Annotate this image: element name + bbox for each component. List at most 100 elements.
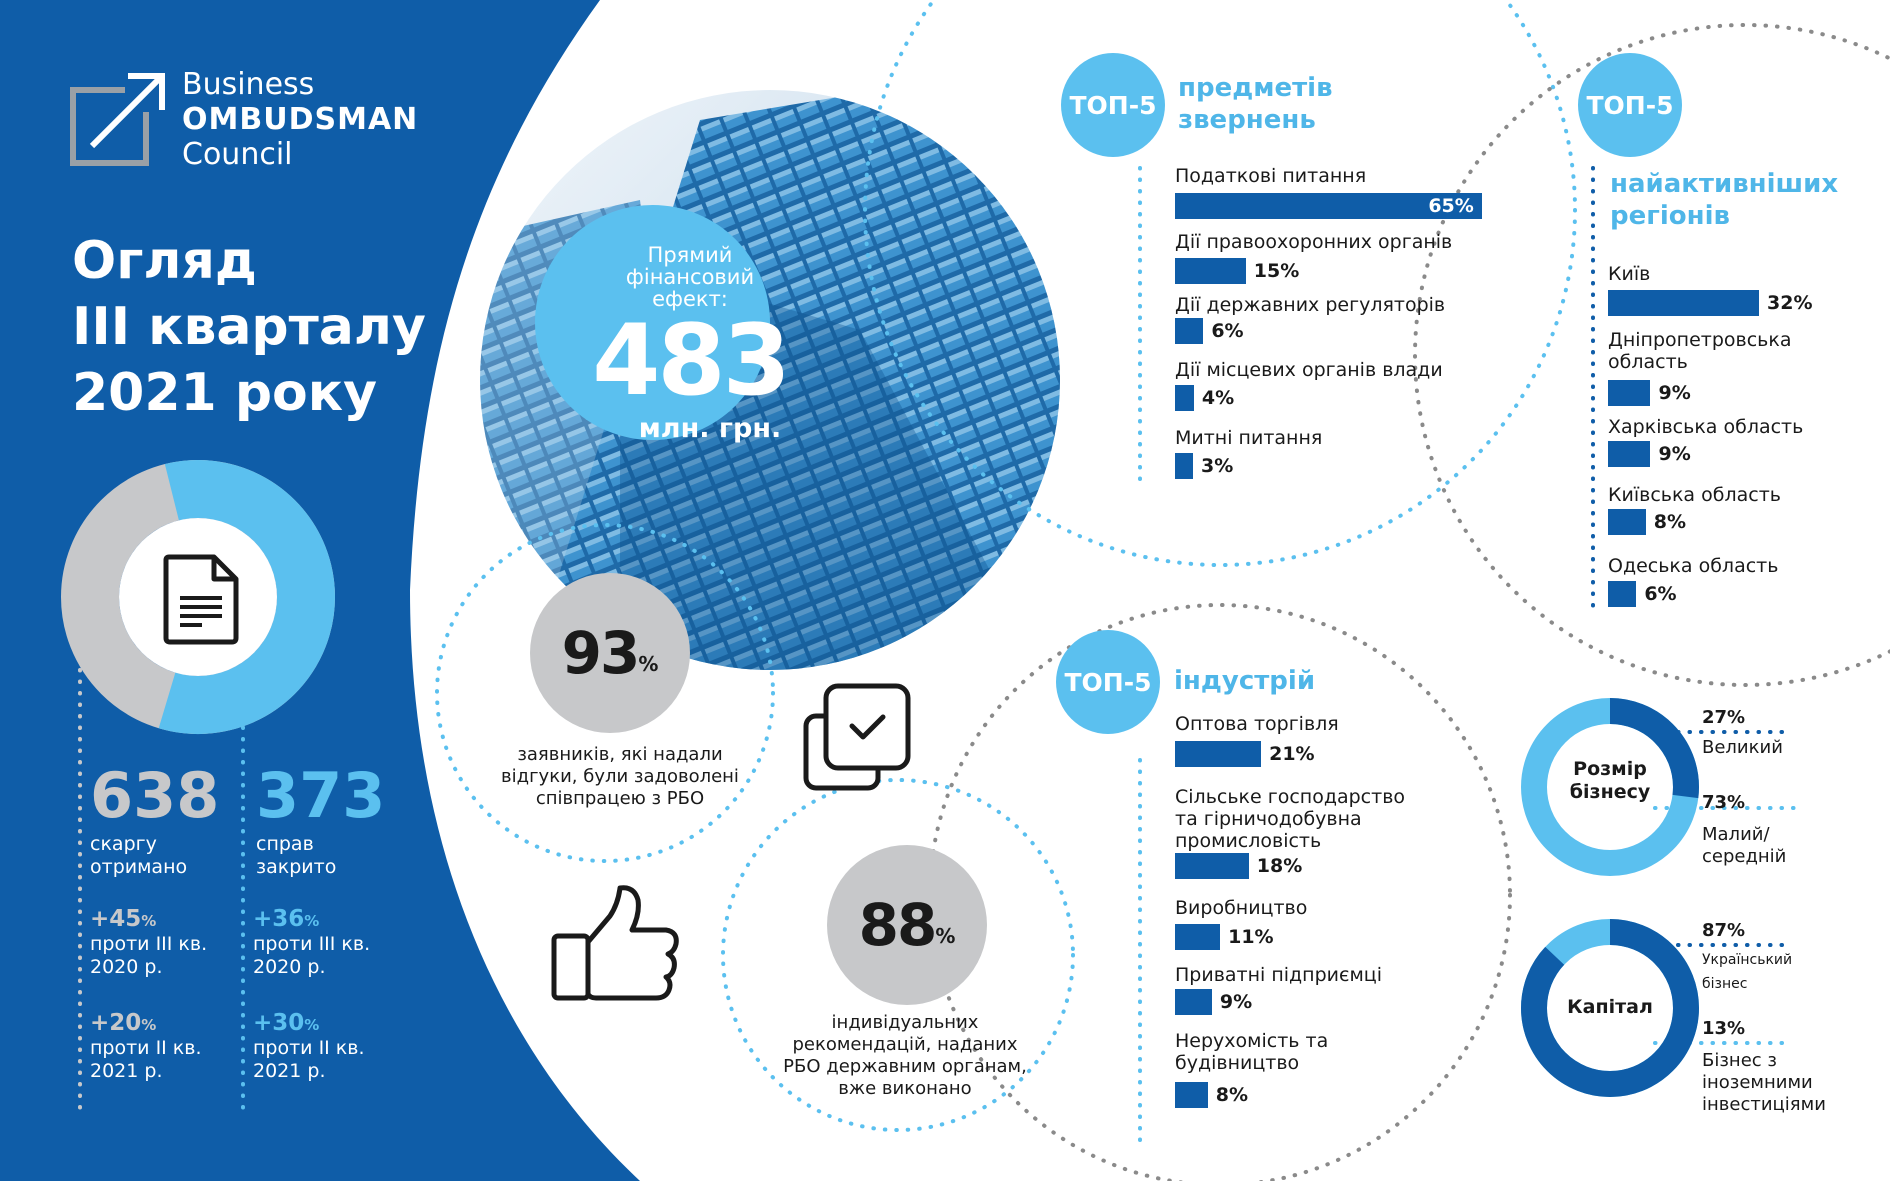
subjects-bar: [1175, 193, 1482, 219]
financial-unit: млн. грн.: [638, 413, 782, 444]
received-change-q3: +45% проти III кв. 2020 р.: [90, 908, 220, 979]
subjects-item-pct: 6%: [1211, 320, 1244, 342]
capital-foreign-label: Бізнес з іноземними інвестиціями: [1702, 1050, 1826, 1115]
industries-item-label: Приватні підприємці: [1175, 964, 1382, 986]
complaints-received-label: скаргу отримано: [90, 833, 188, 878]
regions-item-label: Дніпропетровська область: [1608, 329, 1792, 373]
title-line-1: Огляд: [72, 231, 257, 291]
subjects-bar: [1175, 453, 1193, 479]
closed-change-q2: +30% проти II кв. 2021 р.: [253, 1012, 383, 1083]
financial-value: 483: [592, 304, 791, 418]
industries-item-pct: 11%: [1228, 926, 1274, 948]
industries-item-pct: 21%: [1269, 743, 1315, 765]
industries-bar: [1175, 924, 1221, 950]
business-size-large-label: Великий: [1702, 737, 1783, 758]
capital-ua-pct: 87%: [1702, 920, 1746, 941]
pct-sign: %: [304, 912, 320, 930]
capital-donut: [1521, 919, 1699, 1097]
dotted-circle-recommendations: [721, 778, 1075, 1132]
regions-bar: [1608, 380, 1651, 406]
logo-ombudsman: OMBUDSMAN: [182, 102, 419, 137]
industries-bar: [1175, 1082, 1208, 1108]
recommendations-pct-sign: %: [935, 924, 956, 948]
received-q2-pct: +20: [90, 1010, 142, 1036]
business-size-title: Розмір бізнесу: [1569, 758, 1651, 803]
regions-item-pct: 6%: [1644, 583, 1677, 605]
regions-item-pct: 9%: [1658, 382, 1691, 404]
regions-bar: [1608, 509, 1646, 535]
document-icon: [163, 554, 239, 645]
industries-item-label: Сільське господарство та гірничодобувна …: [1175, 786, 1406, 852]
top5-regions-badge: ТОП-5: [1578, 53, 1682, 157]
financial-effect-circle: [535, 205, 770, 440]
received-q3-label: проти III кв. 2020 р.: [90, 933, 208, 978]
subjects-item-pct: 15%: [1253, 260, 1300, 282]
received-q2-label: проти II кв. 2021 р.: [90, 1037, 202, 1082]
top5-subjects-badge: ТОП-5: [1061, 53, 1165, 157]
regions-item-label: Київська область: [1608, 484, 1781, 506]
closed-q3-label: проти III кв. 2020 р.: [253, 933, 371, 978]
regions-item-pct: 8%: [1653, 511, 1687, 533]
page-title: Огляд III кварталу 2021 року: [72, 228, 452, 426]
subjects-bar: [1175, 318, 1204, 344]
industries-bar: [1175, 741, 1262, 767]
title-line-2: III кварталу: [72, 297, 426, 357]
industries-title: індустрій: [1174, 666, 1316, 696]
capital-foreign-pct: 13%: [1702, 1018, 1746, 1039]
regions-item-pct: 32%: [1767, 292, 1813, 314]
closed-q2-label: проти II кв. 2021 р.: [253, 1037, 365, 1082]
pct-sign: %: [141, 912, 157, 930]
regions-bar: [1608, 581, 1637, 607]
recommendations-value: 88: [858, 891, 938, 959]
regions-item-label: Одеська область: [1608, 555, 1779, 577]
business-size-large-pct: 27%: [1702, 707, 1746, 728]
closed-change-q3: +36% проти III кв. 2020 р.: [253, 908, 383, 979]
industries-item-label: Оптова торгівля: [1175, 713, 1339, 735]
title-line-3: 2021 року: [72, 363, 377, 423]
industries-bar: [1175, 853, 1249, 879]
regions-item-label: Харківська область: [1608, 416, 1804, 438]
subjects-item-pct: 4%: [1201, 387, 1235, 409]
recommendations-caption: індивідуальних рекомендацій, наданих РБО…: [783, 1012, 1027, 1099]
regions-item-label: Київ: [1608, 263, 1651, 285]
closed-q3-pct: +36: [253, 906, 305, 932]
industries-item-label: Нерухомість та будівництво: [1175, 1030, 1329, 1074]
regions-title: найактивніших регіонів: [1610, 169, 1839, 231]
logo-council: Council: [182, 137, 293, 172]
subjects-item-pct: 65%: [1428, 195, 1474, 217]
subjects-item-label: Дії державних регуляторів: [1175, 294, 1446, 316]
regions-bar: [1608, 290, 1760, 316]
complaints-received-value: 638: [90, 759, 220, 832]
thumbs-up-icon: [551, 885, 679, 1001]
regions-bar: [1608, 441, 1651, 467]
industries-item-pct: 18%: [1256, 855, 1303, 877]
industries-item-pct: 9%: [1219, 991, 1253, 1013]
capital-title: Капітал: [1567, 996, 1653, 1018]
received-q3-pct: +45: [90, 906, 142, 932]
checkbox-copies-icon: [803, 683, 911, 791]
business-size-donut: [1521, 698, 1699, 876]
financial-caption: Прямий фінансовий ефект:: [625, 243, 755, 311]
business-size-small-pct: 73%: [1702, 792, 1746, 813]
dotted-circle-subjects: [863, 0, 1577, 567]
pct-sign: %: [141, 1016, 157, 1034]
recommendations-circle: 88%: [827, 845, 987, 1005]
subjects-bar: [1175, 385, 1194, 411]
satisfied-caption: заявників, які надали відгуки, були задо…: [501, 744, 739, 809]
dotted-circle-regions: [1413, 23, 1890, 687]
subjects-item-pct: 3%: [1201, 455, 1234, 477]
pct-sign: %: [304, 1016, 320, 1034]
industries-item-pct: 8%: [1215, 1084, 1249, 1106]
arrow-square-icon: [70, 73, 165, 166]
capital-ua-label: Український бізнес: [1702, 952, 1793, 992]
regions-item-pct: 9%: [1658, 443, 1691, 465]
complaints-closed-value: 373: [256, 759, 386, 832]
subjects-item-label: Дії місцевих органів влади: [1175, 359, 1443, 381]
subjects-item-label: Податкові питання: [1175, 165, 1367, 187]
subjects-item-label: Митні питання: [1175, 427, 1323, 449]
complaints-closed-label: справ закрито: [256, 833, 337, 878]
satisfied-circle: 93%: [530, 573, 690, 733]
subjects-bar: [1175, 258, 1246, 284]
subjects-item-label: Дії правоохоронних органів: [1175, 231, 1453, 253]
